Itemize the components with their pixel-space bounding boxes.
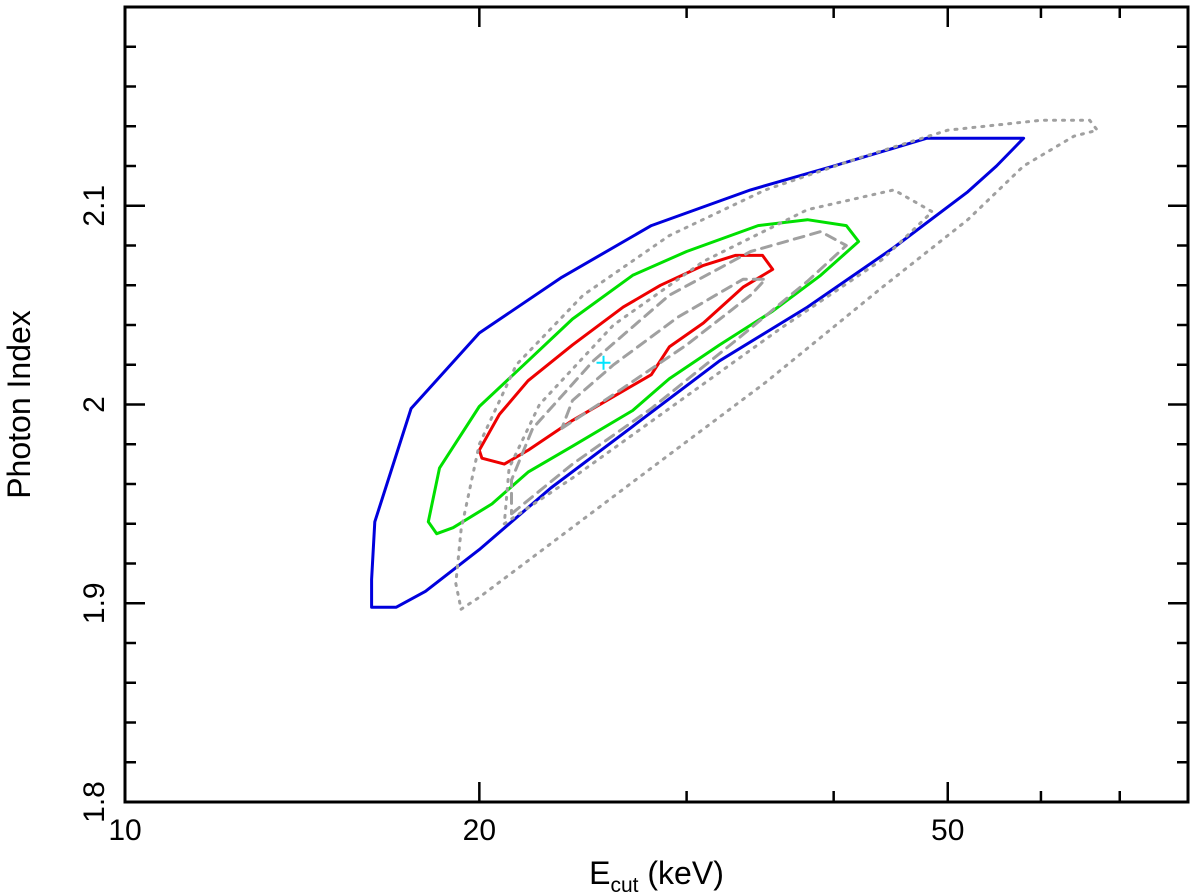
tick-labels: 10 20 50 1.8 1.9 2 2.1: [78, 185, 964, 847]
x-axis-title: Ecut (keV): [589, 855, 724, 895]
x-axis-title-main: E: [589, 855, 610, 891]
x-axis-title-sub: cut: [610, 874, 638, 895]
axis-ticks: [123, 5, 1188, 804]
y-tick-label: 1.9: [78, 582, 111, 624]
contour-grey-dotted-inner: [502, 188, 934, 526]
contour-grey-dashed-inner: [560, 277, 767, 430]
plot-frame: [123, 5, 1190, 804]
x-axis-title-unit: (keV): [639, 855, 724, 891]
contour-grey-dashed-outer: [510, 230, 848, 516]
y-axis-title: Photon Index: [1, 310, 37, 499]
contour-layer: [370, 118, 1099, 611]
x-tick-label: 10: [108, 814, 141, 847]
y-tick-label: 1.8: [78, 781, 111, 823]
y-tick-label: 2.1: [78, 185, 111, 227]
x-tick-label: 50: [931, 814, 964, 847]
contour-grey-dotted-outer: [454, 118, 1099, 611]
x-tick-label: 20: [463, 814, 496, 847]
y-tick-label: 2: [78, 396, 111, 413]
contour-blue: [370, 136, 1026, 609]
contour-green: [426, 218, 861, 536]
best-fit-marker: [596, 355, 611, 370]
